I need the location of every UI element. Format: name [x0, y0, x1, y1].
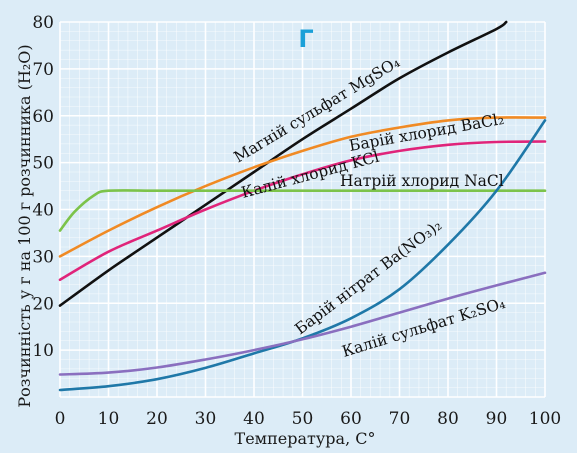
y-tick-label: 40 [32, 201, 54, 221]
x-tick-label: 10 [98, 409, 120, 429]
x-tick-label: 30 [195, 409, 217, 429]
panel-marker: Г [298, 25, 313, 53]
x-tick-label: 60 [340, 409, 362, 429]
y-tick-labels: 10 20 30 40 50 60 70 80 [32, 13, 54, 361]
series-line-k2so4 [58, 271, 547, 376]
x-tick-labels: 0 10 20 30 40 50 60 70 80 90 100 [55, 409, 562, 429]
y-tick-label: 20 [32, 294, 54, 314]
series-line-nacl [58, 189, 547, 232]
x-tick-label: 80 [437, 409, 459, 429]
y-tick-label: 80 [32, 13, 54, 33]
series-label-nacl: Натрій хлорид NaCl [340, 172, 504, 190]
x-tick-label: 70 [389, 409, 411, 429]
x-tick-label: 20 [146, 409, 168, 429]
y-tick-label: 50 [32, 154, 54, 174]
y-tick-label: 70 [32, 60, 54, 80]
y-tick-label: 10 [32, 341, 54, 361]
series-lines [58, 20, 547, 392]
series-line-mgso4 [58, 20, 508, 307]
series-line-bacl2 [58, 116, 547, 258]
x-tick-label: 100 [529, 409, 561, 429]
y-axis-label: Розчинність у г на 100 г розчинника (H₂O… [15, 44, 34, 407]
x-tick-label: 90 [486, 409, 508, 429]
series-line-bano3 [58, 119, 547, 392]
series-line-kcl [58, 140, 547, 282]
x-tick-label: 40 [243, 409, 265, 429]
x-axis-label: Температура, С° [235, 429, 376, 448]
x-tick-label: 0 [55, 409, 66, 429]
y-tick-label: 60 [32, 107, 54, 127]
y-tick-label: 30 [32, 247, 54, 267]
grid [59, 21, 546, 398]
x-tick-label: 50 [292, 409, 314, 429]
